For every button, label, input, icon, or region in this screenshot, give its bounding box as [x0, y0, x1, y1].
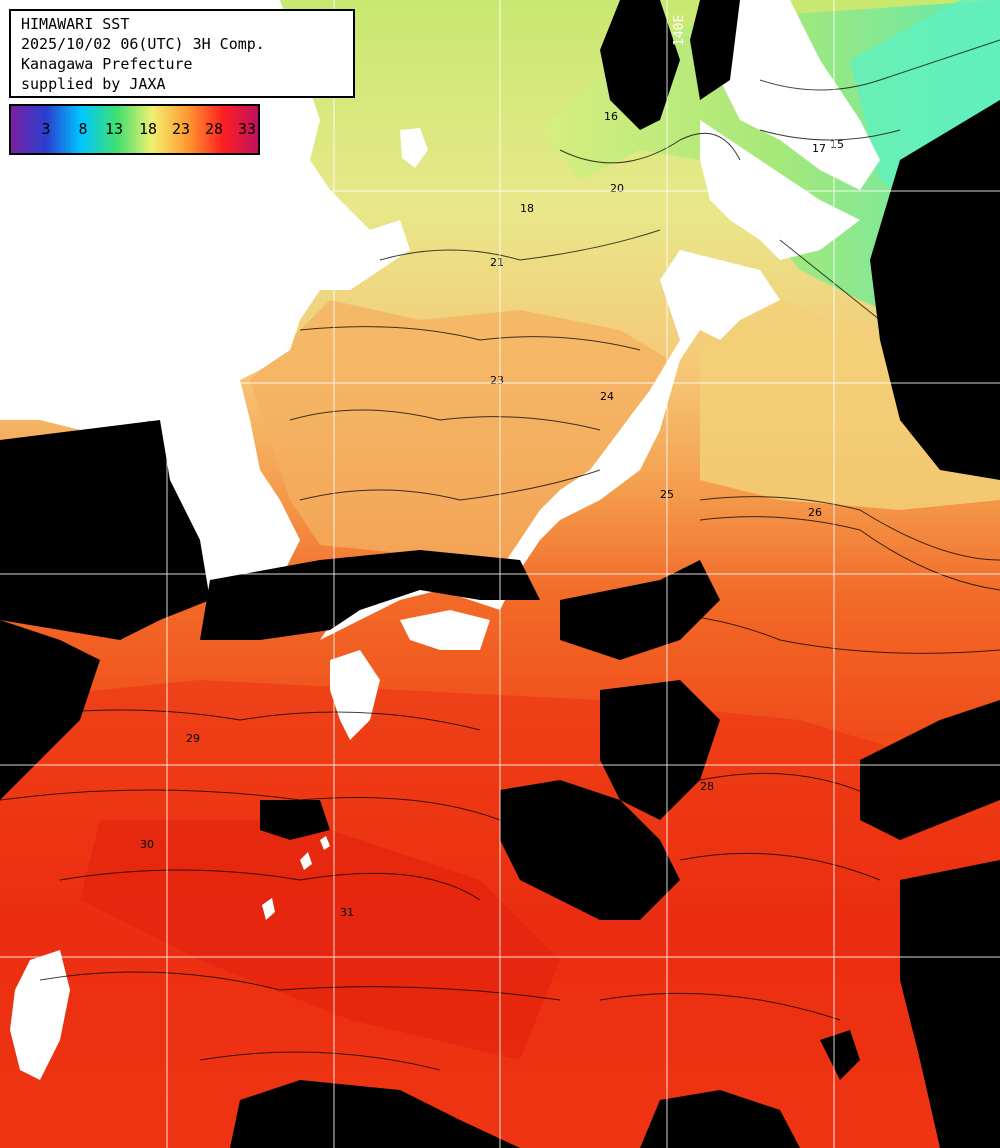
- pacific-northeast-warm: [700, 300, 1000, 510]
- contour-label: 21: [490, 256, 504, 269]
- info-supplier: supplied by JAXA: [21, 75, 166, 93]
- contour-label: 28: [700, 780, 714, 793]
- legend-label: 8: [78, 120, 88, 138]
- contour-label: 20: [610, 182, 624, 195]
- contour-label: 24: [600, 390, 614, 403]
- longitude-label: 140E: [672, 14, 687, 46]
- info-box: HIMAWARI SST 2025/10/02 06(UTC) 3H Comp.…: [9, 9, 355, 98]
- isotherm-contours: [0, 39, 1000, 1071]
- legend-label: 33: [237, 120, 257, 138]
- color-scale-labels: 3 8 13 18 23 28 33: [11, 106, 258, 153]
- contour-label: 15: [830, 138, 844, 151]
- info-region: Kanagawa Prefecture: [21, 55, 193, 73]
- legend-label: 23: [171, 120, 191, 138]
- contour-label: 26: [808, 506, 822, 519]
- contour-label: 29: [186, 732, 200, 745]
- legend-label: 13: [104, 120, 124, 138]
- central-hot-core: [80, 820, 560, 1060]
- contour-label: 23: [490, 374, 504, 387]
- legend-label: 3: [41, 120, 51, 138]
- contour-label: 17: [812, 142, 826, 155]
- color-scale-bar: [11, 106, 258, 153]
- contour-label: 16: [604, 110, 618, 123]
- contour-label: 18: [520, 202, 534, 215]
- info-datetime: 2025/10/02 06(UTC) 3H Comp.: [21, 35, 265, 53]
- contour-label: 30: [140, 838, 154, 851]
- legend-label: 28: [204, 120, 224, 138]
- info-title: HIMAWARI SST: [21, 15, 130, 33]
- color-scale-legend: 3 8 13 18 23 28 33: [9, 104, 260, 155]
- legend-label: 18: [138, 120, 158, 138]
- contour-label: 31: [340, 906, 354, 919]
